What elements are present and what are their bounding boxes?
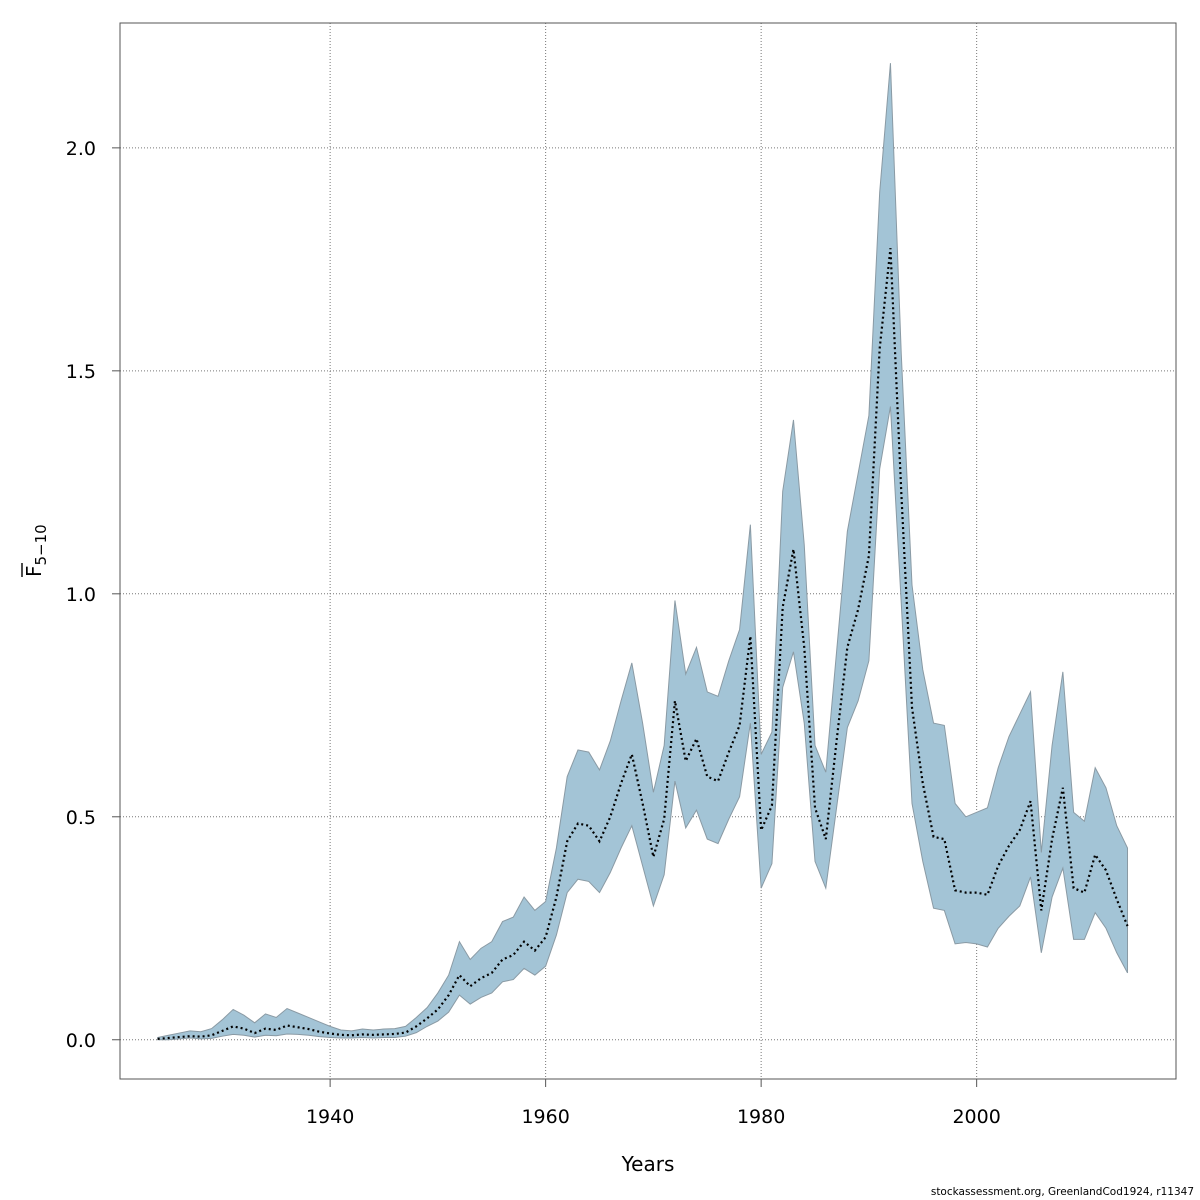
x-tick-label-2000: 2000 [952, 1106, 1000, 1128]
estimate-line-layer [157, 248, 1129, 1040]
y-axis-title-subscript: 5−10 [32, 524, 50, 565]
x-tick-label-1980: 1980 [737, 1106, 785, 1128]
svg-text:F5−10: F5−10 [22, 524, 50, 577]
source-credit: stockassessment.org, GreenlandCod1924, r… [930, 1186, 1194, 1198]
x-tick-label-1960: 1960 [521, 1106, 569, 1128]
y-tick-label-0.5: 0.5 [66, 807, 96, 829]
y-axis: 0.0 0.5 1.0 1.5 2.0 [66, 138, 120, 1052]
confidence-band-layer [157, 63, 1129, 1041]
confidence-band [157, 63, 1129, 1041]
x-axis-title: Years [621, 1152, 675, 1176]
y-tick-label-1.5: 1.5 [66, 361, 96, 383]
y-axis-title-main: F [22, 565, 46, 577]
plot-frame [119, 22, 1177, 1080]
y-tick-label-1: 1.0 [66, 584, 96, 606]
y-tick-label-2: 2.0 [66, 138, 96, 160]
y-tick-label-0: 0.0 [66, 1030, 96, 1052]
grid-lines [120, 23, 1176, 1079]
x-axis: 1940 1960 1980 2000 [306, 1079, 1001, 1128]
y-axis-title: F5−10 [21, 524, 50, 577]
estimate-line [157, 248, 1129, 1040]
x-tick-label-1940: 1940 [306, 1106, 354, 1128]
